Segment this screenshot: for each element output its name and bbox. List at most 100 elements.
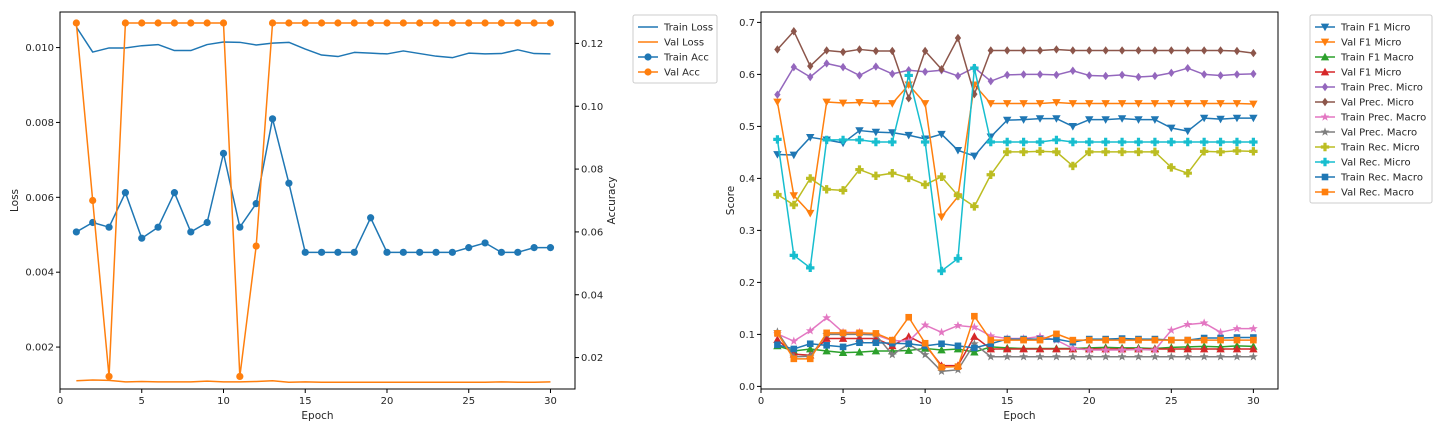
data-point <box>904 332 913 340</box>
data-point <box>806 340 814 348</box>
y-tick-label: 0.006 <box>25 193 54 204</box>
data-point <box>1200 336 1208 344</box>
data-point <box>1118 336 1126 344</box>
data-point <box>1134 137 1143 147</box>
data-point <box>285 19 293 27</box>
series-val-f1-micro <box>773 81 1258 222</box>
legend-item: Val F1 Micro <box>1315 38 1401 49</box>
data-point <box>546 19 555 27</box>
legend-item: Train Rec. Micro <box>1315 143 1420 154</box>
data-point <box>1053 70 1060 80</box>
data-point <box>970 332 979 340</box>
data-point <box>790 345 798 353</box>
legend-label: Train Loss <box>663 23 713 34</box>
data-point <box>448 248 456 256</box>
legend-label: Val Prec. Micro <box>1341 98 1414 109</box>
data-point <box>970 81 979 89</box>
data-point <box>986 100 995 108</box>
data-point <box>1249 137 1258 147</box>
data-point <box>938 340 945 348</box>
x-tick-label: 15 <box>1001 396 1014 407</box>
plot-frame <box>760 11 1279 390</box>
data-point <box>219 149 228 157</box>
data-point <box>203 19 211 27</box>
x-axis-label: Epoch <box>1003 410 1035 422</box>
data-point <box>399 248 407 256</box>
data-point <box>838 334 848 342</box>
data-point <box>937 213 946 222</box>
series-line <box>776 315 1254 368</box>
data-point <box>971 312 978 320</box>
series-val-loss <box>76 379 551 384</box>
data-point <box>268 19 277 27</box>
y-tick-label: 0.002 <box>25 343 54 354</box>
data-point <box>1035 352 1045 361</box>
data-point <box>530 19 538 27</box>
data-point <box>367 214 375 222</box>
plot-area <box>773 27 1258 376</box>
data-point <box>938 65 945 74</box>
legend-label: Val Rec. Micro <box>1341 158 1411 169</box>
y2-tick-label: 0.12 <box>581 39 603 50</box>
data-point <box>937 327 946 337</box>
series-train-loss <box>75 26 551 59</box>
data-point <box>1216 100 1225 108</box>
series-val-acc <box>72 19 555 381</box>
data-point <box>904 173 913 183</box>
data-point <box>790 27 797 36</box>
legend-item: Val Loss <box>638 38 704 49</box>
data-point <box>1183 319 1193 329</box>
data-point <box>871 128 881 137</box>
data-point <box>301 248 309 256</box>
data-point <box>1002 100 1012 108</box>
data-point <box>1217 46 1224 55</box>
data-point <box>1232 146 1242 156</box>
y-axis-label: Score <box>725 186 737 215</box>
data-point <box>807 61 814 71</box>
data-point <box>1200 46 1208 55</box>
data-point <box>773 190 782 199</box>
data-point <box>187 228 195 236</box>
data-point <box>1102 46 1109 55</box>
series-line <box>75 22 551 378</box>
data-point <box>921 46 929 56</box>
data-point <box>822 185 831 194</box>
legend-item: Train Rec. Macro <box>1315 173 1423 184</box>
data-point <box>1151 336 1159 344</box>
data-point <box>1150 352 1160 361</box>
data-point <box>1117 100 1127 108</box>
legend-item: Train Prec. Micro <box>1315 83 1423 94</box>
legend-marker <box>1320 23 1330 32</box>
x-tick-label: 10 <box>217 396 230 407</box>
data-point <box>1135 72 1142 82</box>
data-point <box>1184 336 1192 344</box>
x-tick-label: 0 <box>758 396 764 407</box>
data-point <box>1035 137 1045 147</box>
data-point <box>805 326 815 335</box>
data-point <box>856 45 863 54</box>
data-point <box>1135 336 1142 344</box>
data-point <box>1102 71 1109 81</box>
data-point <box>1168 46 1175 55</box>
data-point <box>1216 115 1225 124</box>
y2-tick-label: 0.06 <box>581 227 603 238</box>
data-point <box>1151 71 1159 81</box>
data-point <box>789 151 799 160</box>
data-point <box>888 100 897 108</box>
legend-marker <box>1321 188 1329 196</box>
data-point <box>350 19 358 27</box>
score-chart: 0 5 10 15 20 25 30 0.0 0.1 0.2 0.3 0.4 0.5 0.6 0.7 Epoc… <box>725 11 1433 422</box>
data-point <box>872 46 880 56</box>
data-point <box>1085 147 1094 157</box>
data-point <box>987 336 995 344</box>
data-point <box>971 344 978 352</box>
x-tick-label: 0 <box>57 396 63 407</box>
data-point <box>334 19 342 27</box>
data-point <box>1020 70 1027 79</box>
legend-label: Train F1 Micro <box>1340 23 1410 34</box>
data-point <box>1166 325 1176 334</box>
data-point <box>1019 137 1028 147</box>
data-point <box>1052 344 1061 353</box>
data-point <box>301 19 309 27</box>
data-point <box>1167 124 1176 133</box>
